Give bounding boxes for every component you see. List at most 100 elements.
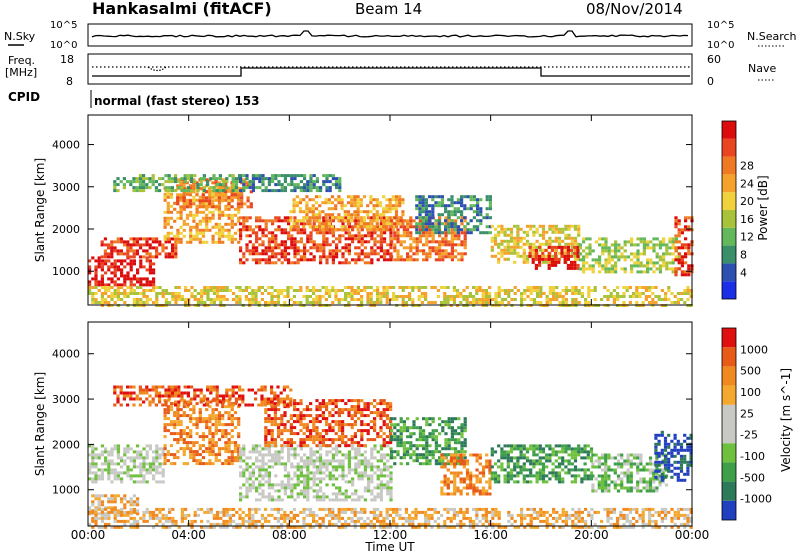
heatmap-cell <box>334 432 338 436</box>
heatmap-cell <box>356 292 360 295</box>
heatmap-cell <box>468 295 472 298</box>
heatmap-cell <box>350 435 354 439</box>
heatmap-cell <box>142 183 146 187</box>
heatmap-cell <box>601 252 605 256</box>
heatmap-cell <box>231 189 235 193</box>
heatmap-cell <box>219 289 223 292</box>
heatmap-cell <box>120 471 124 475</box>
heatmap-cell <box>245 243 249 247</box>
heatmap-cell <box>88 509 92 513</box>
heatmap-cell <box>552 298 556 301</box>
heatmap-cell <box>217 207 222 211</box>
heatmap-cell <box>460 213 464 217</box>
heatmap-cell <box>267 219 271 223</box>
heatmap-cell <box>126 277 130 281</box>
heatmap-cell <box>422 453 426 457</box>
heatmap-cell <box>296 420 300 424</box>
heatmap-cell <box>255 477 259 481</box>
heatmap-cell <box>415 246 419 250</box>
heatmap-cell <box>363 450 367 454</box>
heatmap-cell <box>318 298 322 301</box>
heatmap-cell <box>394 210 399 214</box>
heatmap-cell <box>463 228 467 232</box>
heatmap-cell <box>325 237 329 241</box>
heatmap-cell <box>135 189 139 193</box>
heatmap-cell <box>104 283 108 287</box>
heatmap-cell <box>264 417 268 421</box>
heatmap-cell <box>347 468 351 472</box>
heatmap-cell <box>211 438 215 442</box>
heatmap-cell <box>208 202 212 206</box>
heatmap-cell <box>428 252 432 256</box>
heatmap-cell <box>136 453 140 457</box>
heatmap-cell <box>382 292 386 295</box>
heatmap-cell <box>277 432 281 436</box>
heatmap-cell <box>319 471 323 475</box>
heatmap-cell <box>338 465 342 469</box>
heatmap-cell <box>366 295 370 298</box>
heatmap-cell <box>472 204 476 208</box>
heatmap-cell <box>227 417 231 421</box>
heatmap-cell <box>431 204 435 208</box>
heatmap-cell <box>164 298 168 301</box>
heatmap-cell <box>255 186 259 190</box>
heatmap-cell <box>334 204 338 208</box>
heatmap-cell <box>341 477 345 481</box>
heatmap-cell <box>230 213 234 217</box>
heatmap-cell <box>657 298 661 301</box>
heatmap-cell <box>450 219 454 223</box>
heatmap-cell <box>389 480 393 484</box>
heatmap-cell <box>139 280 143 284</box>
heatmap-cell <box>214 186 218 190</box>
heatmap-cell <box>422 438 426 442</box>
heatmap-cell <box>385 225 389 229</box>
heatmap-cell <box>314 195 319 199</box>
heatmap-cell <box>334 402 338 406</box>
heatmap-cell <box>312 286 316 289</box>
heatmap-cell <box>280 255 284 259</box>
heatmap-cell <box>292 289 296 292</box>
heatmap-cell <box>436 289 440 292</box>
heatmap-cell <box>277 189 281 193</box>
heatmap-cell <box>385 423 389 427</box>
heatmap-cell <box>347 450 351 454</box>
heatmap-cell <box>516 230 520 234</box>
heatmap-cell <box>277 417 281 421</box>
heatmap-cell <box>558 301 562 304</box>
heatmap-cell <box>318 295 322 298</box>
heatmap-cell <box>132 274 136 278</box>
heatmap-cell <box>390 240 394 244</box>
colorbar-segment <box>722 210 736 228</box>
heatmap-cell <box>683 301 687 304</box>
heatmap-cell <box>447 444 451 448</box>
heatmap-cell <box>469 204 473 208</box>
heatmap-cell <box>620 267 624 271</box>
heatmap-cell <box>415 459 419 463</box>
heatmap-cell <box>469 228 473 232</box>
heatmap-cell <box>225 289 229 292</box>
heatmap-cell <box>574 301 578 304</box>
heatmap-cell <box>302 198 306 202</box>
heatmap-cell <box>277 246 281 250</box>
heatmap-cell <box>312 183 316 187</box>
heatmap-cell <box>392 295 396 298</box>
heatmap-cell <box>264 177 268 181</box>
heatmap-cell <box>363 462 367 466</box>
heatmap-cell <box>456 295 460 298</box>
heatmap-cell <box>179 198 183 202</box>
heatmap-cell <box>447 447 451 451</box>
heatmap-cell <box>264 219 268 223</box>
heatmap-cell <box>630 264 634 268</box>
heatmap-cell <box>151 183 155 187</box>
heatmap-cell <box>328 423 332 427</box>
heatmap-cell <box>585 267 589 271</box>
heatmap-cell <box>245 462 249 466</box>
heatmap-cell <box>325 405 329 409</box>
heatmap-cell <box>564 289 568 292</box>
heatmap-cell <box>677 267 681 271</box>
heatmap-cell <box>264 189 268 193</box>
heatmap-cell <box>174 255 178 259</box>
heatmap-cell <box>386 489 390 493</box>
heatmap-cell <box>331 426 335 430</box>
heatmap-cell <box>303 474 307 478</box>
